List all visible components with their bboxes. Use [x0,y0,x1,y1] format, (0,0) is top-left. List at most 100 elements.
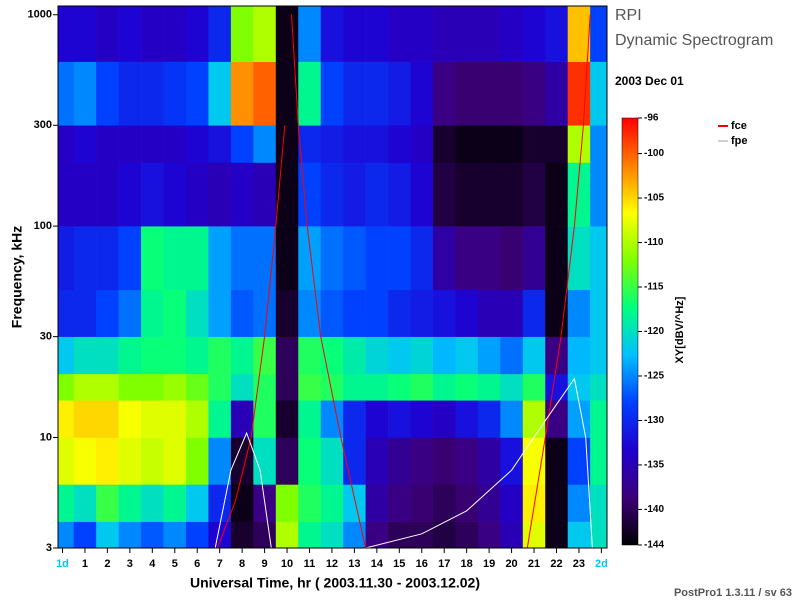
cell [522,400,546,438]
cell [163,226,187,291]
cell [545,437,569,485]
cell [58,289,75,337]
cell [96,61,119,126]
cell [567,373,591,401]
cell [545,336,569,375]
cell [96,521,119,549]
cell [477,521,501,549]
cell [477,162,501,227]
cell [163,437,187,485]
x-tick-label: 8 [239,558,245,570]
cell [545,373,569,401]
cell [455,289,479,337]
cell [163,373,187,401]
y-tick-label: 3 [46,542,52,554]
cell [73,484,97,522]
cell [567,400,591,438]
x-tick-label: 14 [371,558,384,570]
x-tick-label: 7 [217,558,223,570]
cell [410,521,434,549]
cell [96,289,119,337]
colorbar-tick-label: -105 [644,193,664,204]
cell [298,373,322,401]
cell [545,226,569,291]
x-tick-label: 21 [528,558,540,570]
cell [500,289,524,337]
cell [343,61,366,126]
cell [275,6,299,62]
cell [298,226,322,291]
cell [275,289,299,337]
cell [365,162,389,227]
cell [365,521,389,549]
cell [343,125,366,163]
cell [365,226,389,291]
cell [208,484,232,522]
cell [590,61,608,126]
cell [73,437,97,485]
cell [343,162,366,227]
cell [73,125,97,163]
cell [410,336,434,375]
cell [410,373,434,401]
cell [275,484,299,522]
cell [343,373,366,401]
cell [141,400,164,438]
colorbar-tick-label: -110 [644,237,664,248]
cell [298,6,322,62]
x-axis-label: Universal Time, hr ( 2003.11.30 - 2003.1… [190,575,480,591]
cell [365,400,389,438]
colorbar-tick-label: -140 [644,504,664,515]
cell [545,61,569,126]
cell [275,162,299,227]
cell [545,6,569,62]
cell [455,125,479,163]
cell [567,336,591,375]
x-tick-label: 11 [304,558,316,570]
cell [545,125,569,163]
cell [73,336,97,375]
cell [141,226,164,291]
cell [73,226,97,291]
cell [590,484,608,522]
cell [185,289,209,337]
cell [320,61,344,126]
cell [455,162,479,227]
cell [522,162,546,227]
y-tick-label: 30 [40,331,52,343]
x-tick-label: 19 [483,558,495,570]
cell [522,336,546,375]
cell [185,400,209,438]
cell [455,373,479,401]
cell [500,437,524,485]
cell [477,437,501,485]
cell [455,484,479,522]
y-tick-label: 10 [40,431,52,443]
cell [522,6,546,62]
cell [365,6,389,62]
cell [73,373,97,401]
cell [590,162,608,227]
cell [432,61,456,126]
colorbar-tick-label: -96 [644,113,659,124]
colorbar-tick-label: -130 [644,415,664,426]
cell [275,336,299,375]
cell [500,521,524,549]
y-tick-label: 100 [34,220,52,232]
cell [388,336,411,375]
cell [567,437,591,485]
cell [163,6,187,62]
cell [320,226,344,291]
cell [545,162,569,227]
cell [567,6,591,62]
cell [58,125,75,163]
cell [432,336,456,375]
cell [432,484,456,522]
colorbar-tick-label: -115 [644,282,664,293]
cell [432,400,456,438]
x-tick-label: 9 [262,558,268,570]
cell [73,6,97,62]
cell [477,61,501,126]
cell [275,61,299,126]
cell [455,61,479,126]
